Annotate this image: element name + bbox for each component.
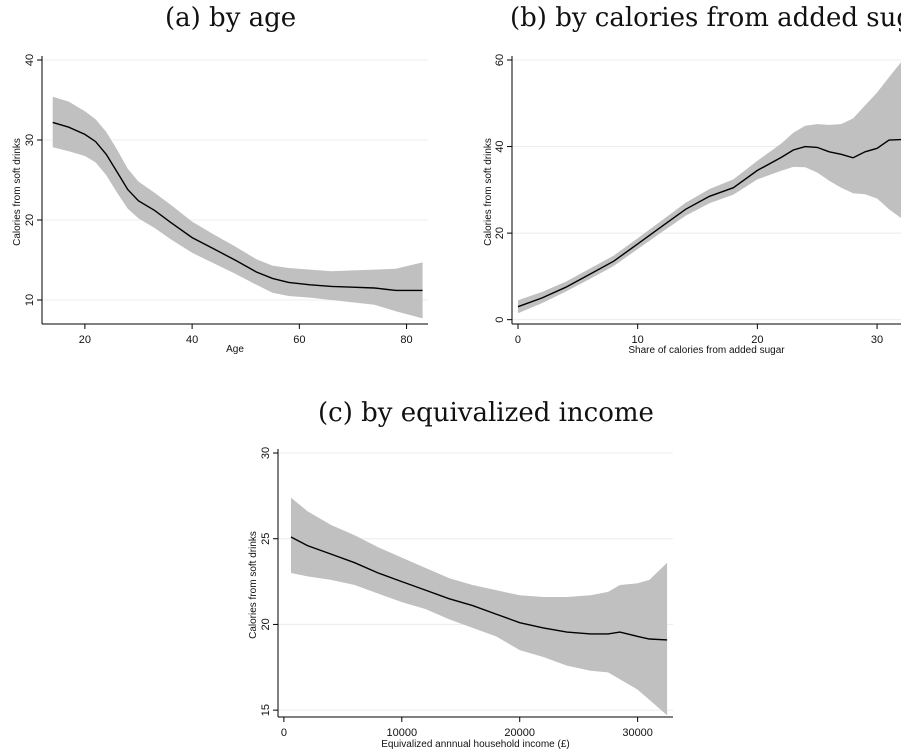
y-tick-label: 40: [24, 54, 36, 66]
panel-a-title: (a) by age: [165, 3, 297, 33]
y-axis-label: Calories from soft drinks: [248, 531, 259, 639]
y-axis-label: Calories from soft drinks: [12, 138, 23, 246]
y-tick-label: 60: [494, 54, 506, 66]
x-axis-label: Age: [226, 344, 244, 355]
y-axis-label: Calories from soft drinks: [483, 138, 494, 246]
y-tick-label: 0: [494, 317, 506, 323]
y-tick-label: 20: [494, 227, 506, 239]
fitted-line: [517, 138, 901, 308]
y-tick-label: 30: [24, 134, 36, 146]
fitted-line: [290, 536, 668, 641]
confidence-band: [52, 96, 423, 319]
fitted-line: [52, 121, 423, 292]
x-tick-label: 80: [400, 334, 412, 346]
y-tick-label: 30: [260, 447, 272, 459]
x-axis-label: Share of calories from added sugar: [628, 345, 785, 356]
panel-b-title: (b) by calories from added sugar: [510, 3, 901, 33]
x-axis-label: Equivalized annnual household income (£): [381, 739, 569, 750]
x-tick-label: 0: [515, 334, 521, 346]
x-tick-label: 20000: [504, 727, 535, 739]
confidence-band: [518, 62, 901, 314]
y-tick-label: 10: [24, 294, 36, 306]
y-tick-label: 20: [260, 618, 272, 630]
x-tick-label: 10000: [387, 727, 418, 739]
y-tick-label: 20: [24, 214, 36, 226]
panel-c-title: (c) by equivalized income: [318, 398, 654, 428]
x-tick-label: 20: [79, 334, 91, 346]
y-tick-label: 40: [494, 140, 506, 152]
x-tick-label: 30000: [622, 727, 653, 739]
x-tick-label: 10: [632, 334, 644, 346]
confidence-band: [291, 497, 668, 716]
y-tick-label: 25: [260, 533, 272, 545]
y-tick-label: 15: [260, 704, 272, 716]
x-tick-label: 0: [281, 727, 287, 739]
x-tick-label: 20: [751, 334, 763, 346]
x-tick-label: 40: [186, 334, 198, 346]
x-tick-label: 60: [293, 334, 305, 346]
x-tick-label: 30: [871, 334, 883, 346]
